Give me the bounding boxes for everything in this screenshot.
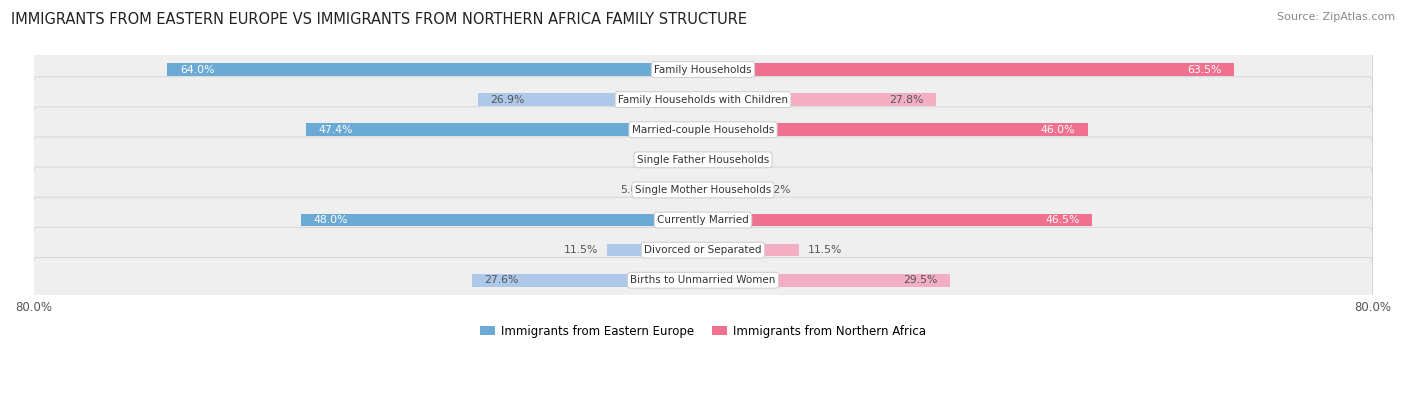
Bar bbox=[472, 274, 703, 286]
Text: Currently Married: Currently Married bbox=[657, 215, 749, 225]
FancyBboxPatch shape bbox=[34, 167, 1372, 213]
Text: Births to Unmarried Women: Births to Unmarried Women bbox=[630, 275, 776, 285]
Text: 5.6%: 5.6% bbox=[620, 185, 648, 195]
Bar bbox=[167, 63, 703, 76]
Bar bbox=[703, 274, 950, 286]
Bar bbox=[301, 214, 703, 226]
Legend: Immigrants from Eastern Europe, Immigrants from Northern Africa: Immigrants from Eastern Europe, Immigran… bbox=[475, 320, 931, 342]
FancyBboxPatch shape bbox=[34, 47, 1372, 92]
FancyBboxPatch shape bbox=[34, 107, 1372, 152]
Text: 27.6%: 27.6% bbox=[485, 275, 519, 285]
Text: 46.0%: 46.0% bbox=[1040, 125, 1076, 135]
Bar bbox=[703, 244, 799, 256]
Text: 11.5%: 11.5% bbox=[564, 245, 599, 255]
Text: Family Households: Family Households bbox=[654, 64, 752, 75]
Text: 63.5%: 63.5% bbox=[1188, 64, 1222, 75]
Text: IMMIGRANTS FROM EASTERN EUROPE VS IMMIGRANTS FROM NORTHERN AFRICA FAMILY STRUCTU: IMMIGRANTS FROM EASTERN EUROPE VS IMMIGR… bbox=[11, 12, 747, 27]
Bar bbox=[703, 184, 755, 196]
Text: Family Households with Children: Family Households with Children bbox=[619, 95, 787, 105]
Bar bbox=[657, 184, 703, 196]
FancyBboxPatch shape bbox=[34, 137, 1372, 183]
Text: 48.0%: 48.0% bbox=[314, 215, 349, 225]
Bar bbox=[703, 93, 935, 106]
Text: 46.5%: 46.5% bbox=[1045, 215, 1080, 225]
Text: 64.0%: 64.0% bbox=[180, 64, 215, 75]
Bar bbox=[703, 63, 1234, 76]
Text: 29.5%: 29.5% bbox=[903, 275, 938, 285]
Bar bbox=[607, 244, 703, 256]
Text: 11.5%: 11.5% bbox=[807, 245, 842, 255]
Bar bbox=[478, 93, 703, 106]
Text: Single Mother Households: Single Mother Households bbox=[636, 185, 770, 195]
Text: 6.2%: 6.2% bbox=[763, 185, 790, 195]
Bar bbox=[686, 154, 703, 166]
FancyBboxPatch shape bbox=[34, 77, 1372, 122]
Text: Divorced or Separated: Divorced or Separated bbox=[644, 245, 762, 255]
Text: 2.0%: 2.0% bbox=[650, 155, 678, 165]
Bar bbox=[703, 214, 1092, 226]
FancyBboxPatch shape bbox=[34, 197, 1372, 243]
Bar bbox=[703, 123, 1088, 136]
Text: 47.4%: 47.4% bbox=[319, 125, 353, 135]
Text: Married-couple Households: Married-couple Households bbox=[631, 125, 775, 135]
Text: Source: ZipAtlas.com: Source: ZipAtlas.com bbox=[1277, 12, 1395, 22]
Bar bbox=[307, 123, 703, 136]
Text: Single Father Households: Single Father Households bbox=[637, 155, 769, 165]
Bar bbox=[703, 154, 720, 166]
Text: 27.8%: 27.8% bbox=[889, 95, 924, 105]
FancyBboxPatch shape bbox=[34, 258, 1372, 303]
Text: 2.1%: 2.1% bbox=[728, 155, 756, 165]
Text: 26.9%: 26.9% bbox=[491, 95, 524, 105]
FancyBboxPatch shape bbox=[34, 227, 1372, 273]
